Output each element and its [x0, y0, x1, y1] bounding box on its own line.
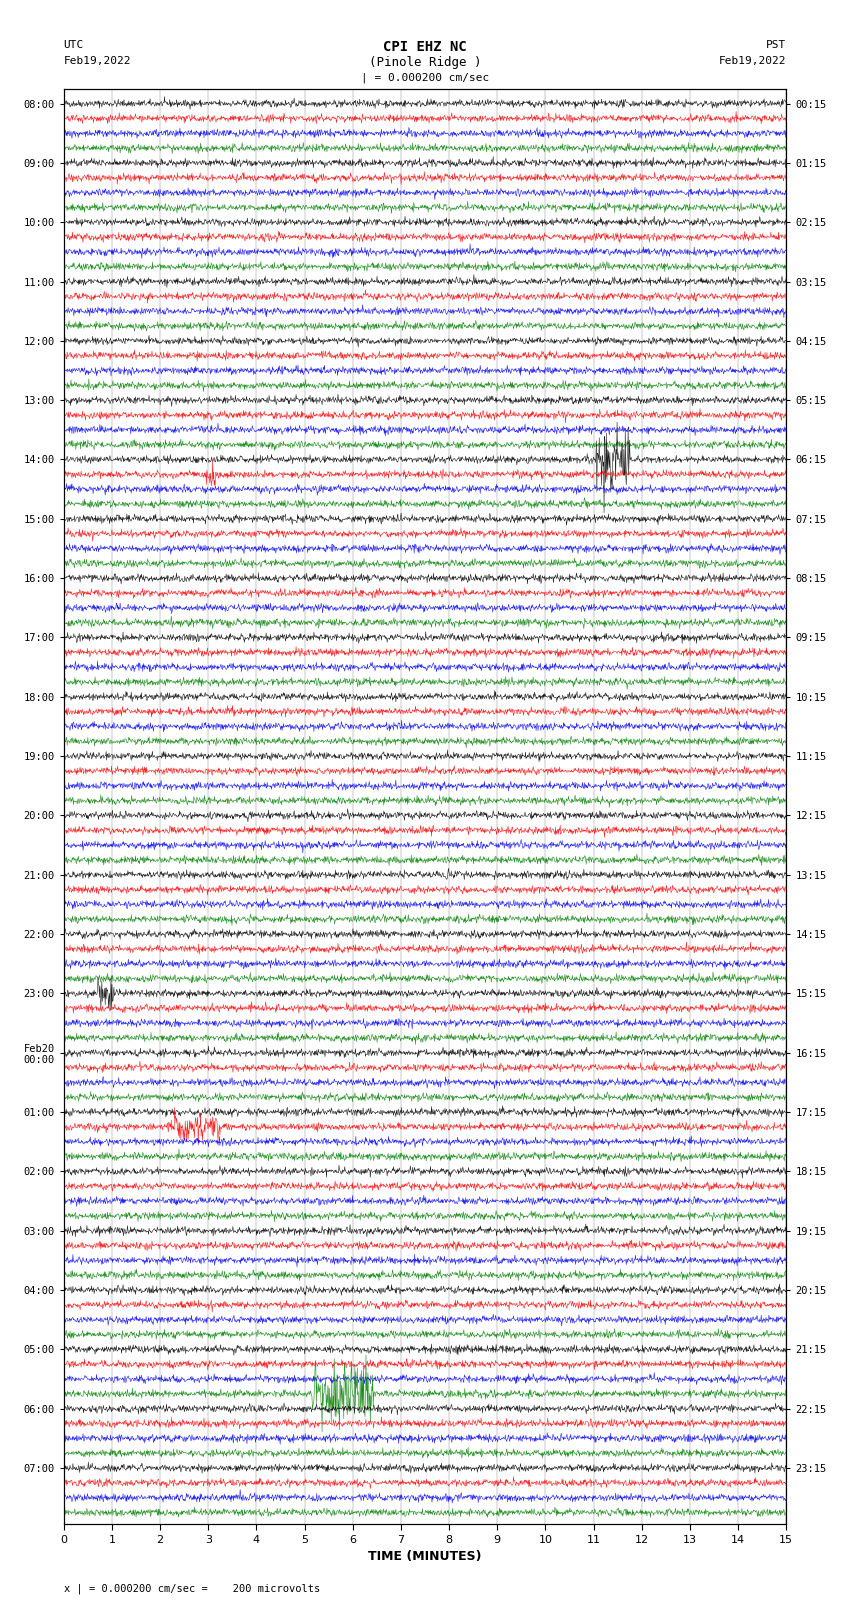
Text: Feb19,2022: Feb19,2022	[64, 56, 131, 66]
Text: CPI EHZ NC: CPI EHZ NC	[383, 40, 467, 55]
Text: x | = 0.000200 cm/sec =    200 microvolts: x | = 0.000200 cm/sec = 200 microvolts	[64, 1582, 320, 1594]
X-axis label: TIME (MINUTES): TIME (MINUTES)	[368, 1550, 482, 1563]
Text: Feb19,2022: Feb19,2022	[719, 56, 786, 66]
Text: PST: PST	[766, 40, 786, 50]
Text: UTC: UTC	[64, 40, 84, 50]
Text: | = 0.000200 cm/sec: | = 0.000200 cm/sec	[361, 73, 489, 84]
Text: (Pinole Ridge ): (Pinole Ridge )	[369, 56, 481, 69]
